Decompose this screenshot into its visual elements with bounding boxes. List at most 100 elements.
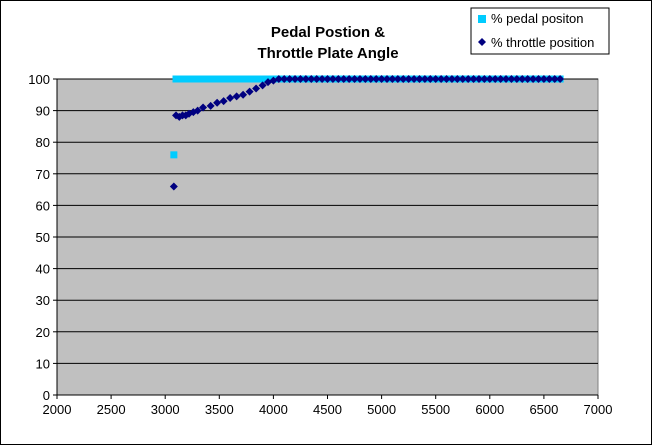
throttle-point <box>388 75 397 83</box>
throttle-point <box>361 75 370 83</box>
throttle-point <box>219 97 228 106</box>
throttle-point <box>366 75 375 83</box>
pedal-point <box>204 75 212 83</box>
throttle-point <box>442 75 451 83</box>
y-tick-label: 20 <box>36 325 50 340</box>
y-tick-label: 60 <box>36 198 50 213</box>
y-tick-label: 0 <box>43 388 50 403</box>
throttle-point <box>404 75 413 83</box>
x-tick-label: 3500 <box>205 402 234 417</box>
throttle-point <box>393 75 402 83</box>
throttle-point <box>280 75 289 83</box>
pedal-point <box>259 75 267 83</box>
throttle-point <box>426 75 435 83</box>
x-tick-label: 7000 <box>584 402 613 417</box>
throttle-point <box>285 75 294 83</box>
y-tick-labels: 0 10 20 30 40 50 60 70 80 90 100 <box>28 72 57 403</box>
pedal-point <box>242 75 250 83</box>
y-tick-label: 10 <box>36 356 50 371</box>
throttle-point <box>307 75 316 83</box>
throttle-point <box>245 87 254 96</box>
pedal-point <box>221 75 229 83</box>
throttle-point <box>350 75 359 83</box>
pedal-point <box>170 151 178 159</box>
throttle-point <box>345 75 354 83</box>
x-tick-label: 2500 <box>97 402 126 417</box>
throttle-point <box>318 75 327 83</box>
chart-title-line-1: Pedal Postion & <box>271 24 385 41</box>
throttle-point <box>383 75 392 83</box>
throttle-point <box>193 106 202 115</box>
throttle-point <box>453 75 462 83</box>
pedal-point <box>210 75 218 83</box>
throttle-point <box>474 75 483 83</box>
throttle-point <box>523 75 532 83</box>
legend: % pedal positon % throttle position <box>470 7 610 55</box>
legend-box <box>470 7 610 55</box>
pedal-point <box>188 75 196 83</box>
chart-title-line-2: Throttle Plate Angle <box>257 45 398 62</box>
y-tick-label: 40 <box>36 262 50 277</box>
x-tick-label: 3000 <box>151 402 180 417</box>
throttle-point <box>296 75 305 83</box>
throttle-point <box>169 182 178 191</box>
y-tick-label: 100 <box>28 72 50 87</box>
x-tick-label: 6500 <box>529 402 558 417</box>
throttle-point <box>556 75 565 83</box>
throttle-point <box>410 75 419 83</box>
y-tick-label: 50 <box>36 230 50 245</box>
throttle-point <box>491 75 500 83</box>
pedal-point <box>172 75 180 83</box>
throttle-point <box>232 92 241 101</box>
throttle-point <box>399 75 408 83</box>
throttle-point <box>377 75 386 83</box>
throttle-point <box>431 75 440 83</box>
throttle-point <box>213 98 222 107</box>
throttle-point <box>239 90 248 99</box>
throttle-point <box>199 103 208 112</box>
throttle-point <box>372 75 381 83</box>
throttle-point <box>258 81 267 90</box>
throttle-point <box>550 75 559 83</box>
throttle-point <box>339 75 348 83</box>
throttle-point <box>206 101 215 110</box>
throttle-point <box>415 75 424 83</box>
throttle-point <box>328 75 337 83</box>
x-tick-label: 4500 <box>313 402 342 417</box>
throttle-point <box>480 75 489 83</box>
throttle-point <box>274 75 283 83</box>
x-tick-label: 6000 <box>475 402 504 417</box>
x-tick-label: 5500 <box>421 402 450 417</box>
pedal-point <box>199 75 207 83</box>
pedal-point <box>237 75 245 83</box>
throttle-point <box>464 75 473 83</box>
throttle-point <box>496 75 505 83</box>
throttle-point <box>458 75 467 83</box>
legend-label-throttle: % throttle position <box>491 35 594 50</box>
x-tick-label: 2000 <box>43 402 72 417</box>
pedal-point <box>194 75 202 83</box>
throttle-point <box>534 75 543 83</box>
throttle-point <box>420 75 429 83</box>
throttle-point <box>291 75 300 83</box>
pedal-point <box>253 75 261 83</box>
throttle-point <box>539 75 548 83</box>
y-tick-label: 90 <box>36 104 50 119</box>
pedal-point <box>215 75 223 83</box>
throttle-point <box>485 75 494 83</box>
legend-label-pedal: % pedal positon <box>491 11 584 26</box>
pedal-point <box>248 75 256 83</box>
x-tick-label: 5000 <box>367 402 396 417</box>
throttle-point <box>447 75 456 83</box>
y-tick-label: 70 <box>36 167 50 182</box>
throttle-point <box>512 75 521 83</box>
throttle-point <box>518 75 527 83</box>
throttle-point <box>529 75 538 83</box>
throttle-point <box>301 75 310 83</box>
pedal-point <box>177 75 185 83</box>
throttle-point <box>437 75 446 83</box>
series-throttle-position <box>169 75 565 191</box>
x-tick-labels: 2000 2500 3000 3500 4000 4500 5000 5500 6000 6500… <box>43 395 613 417</box>
